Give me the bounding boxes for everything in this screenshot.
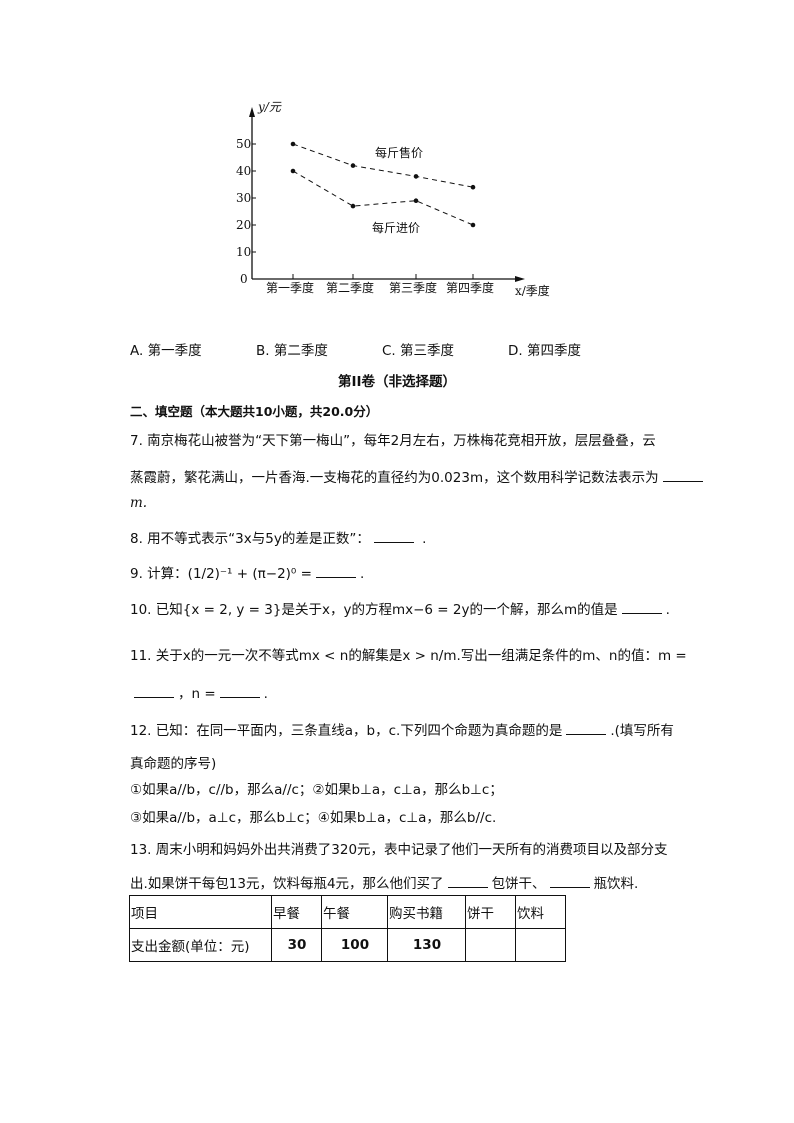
q8-text: 8. 用不等式表示“3x与5y的差是正数”：: [130, 531, 370, 547]
option-d[interactable]: D. 第四季度: [508, 343, 581, 359]
x-tick-label: 第二季度: [326, 280, 374, 295]
series-label: 每斤售价: [375, 145, 423, 160]
x-tick-label: 第三季度: [389, 280, 437, 295]
table-cell: 100: [321, 928, 388, 962]
price-line-chart: y/元 x/季度 0 10 20 30 40 50 第一季度 第二季度 第三季度 第四季度 每斤售价每斤…: [236, 100, 550, 298]
y-tick-label: 50: [236, 137, 251, 151]
answer-blank[interactable]: [549, 875, 590, 888]
option-c[interactable]: C. 第三季度: [382, 343, 455, 359]
y-axis-label: y/元: [257, 100, 282, 114]
y-tick-label: 20: [236, 218, 251, 232]
option-a[interactable]: A. 第一季度: [130, 343, 202, 359]
answer-blank[interactable]: [315, 565, 356, 578]
q7-line3: m.: [130, 495, 148, 511]
y-tick-label: 30: [236, 191, 251, 205]
q13-line1: 13. 周末小明和妈妈外出共消费了320元，表中记录了他们一天所有的消费项目以及…: [130, 842, 668, 858]
data-point: [413, 174, 419, 179]
x-axis-label: x/季度: [515, 283, 550, 298]
table-header: 午餐: [321, 895, 388, 929]
table-header: 饼干: [465, 895, 516, 929]
expense-table: 项目 早餐 午餐 购买书籍 饼干 饮料 支出金额(单位：元) 30 100 13…: [129, 895, 566, 962]
table-row: 支出金额(单位：元) 30 100 130: [129, 928, 566, 962]
q13-text-a: 出.如果饼干每包13元，饮料每瓶4元，那么他们买了: [130, 876, 444, 892]
answer-blank[interactable]: [662, 469, 703, 482]
q12-line2: 真命题的序号): [130, 756, 217, 772]
q13-text-b: 包饼干、: [491, 876, 546, 892]
table-cell: 30: [271, 928, 322, 962]
answer-blank[interactable]: [621, 601, 662, 614]
table-cell: [515, 928, 566, 962]
series-line: [292, 170, 474, 226]
data-point: [290, 141, 296, 147]
data-point: [350, 163, 356, 168]
x-tick-label: 第一季度: [266, 280, 314, 295]
data-point: [470, 222, 476, 228]
answer-blank[interactable]: [566, 722, 607, 735]
q8: 8. 用不等式表示“3x与5y的差是正数”： .: [130, 530, 427, 547]
q12-line3: ①如果a//b，c//b，那么a//c；②如果b⊥a，c⊥a，那么b⊥c；: [130, 782, 503, 798]
table-header-row: 项目 早餐 午餐 购买书籍 饼干 饮料: [129, 895, 566, 929]
y-tick-label: 40: [236, 164, 251, 178]
table-header: 饮料: [515, 895, 566, 929]
x-tick-label: 第四季度: [446, 280, 494, 295]
q13-line2: 出.如果饼干每包13元，饮料每瓶4元，那么他们买了 包饼干、 瓶饮料.: [130, 872, 638, 892]
q9: 9. 计算：(1/2)⁻¹ + (π−2)⁰ =.: [130, 565, 365, 582]
q12-text: 12. 已知：在同一平面内，三条直线a，b，c.下列四个命题为真命题的是: [130, 723, 563, 739]
data-point: [290, 168, 296, 174]
table-cell: [465, 928, 516, 962]
table-header: 项目: [129, 895, 272, 929]
q7-line2: 蒸霞蔚，繁花满山，一片香海.一支梅花的直径约为0.023m，这个数用科学记数法表…: [130, 466, 707, 486]
answer-blank-n[interactable]: [219, 685, 260, 698]
y-tick-label: 0: [240, 272, 248, 286]
option-b[interactable]: B. 第二季度: [256, 343, 328, 359]
data-point: [350, 203, 356, 209]
q12-line4: ③如果a//b，a⊥c，那么b⊥c；④如果b⊥a，c⊥a，那么b//c.: [130, 810, 497, 826]
series-line: [292, 143, 474, 188]
q11-line1: 11. 关于x的一元一次不等式mx < n的解集是x > n/m.写出一组满足条…: [130, 648, 687, 664]
data-point: [413, 198, 419, 203]
answer-blank-m[interactable]: [134, 685, 174, 698]
q11-line2: ，n =.: [130, 682, 268, 702]
y-axis-arrow: [249, 107, 255, 117]
answer-blank[interactable]: [447, 875, 488, 888]
series-label: 每斤进价: [372, 220, 420, 235]
data-point: [470, 184, 476, 190]
y-tick-label: 10: [236, 245, 251, 259]
table-cell: 130: [387, 928, 466, 962]
answer-blank[interactable]: [373, 530, 414, 543]
x-axis-arrow: [515, 276, 525, 282]
part-title: 第II卷（非选择题）: [337, 374, 457, 390]
q10: 10. 已知{x = 2, y = 3}是关于x，y的方程mx−6 = 2y的一…: [130, 601, 670, 618]
q7-text: 蒸霞蔚，繁花满山，一片香海.一支梅花的直径约为0.023m，这个数用科学记数法表…: [130, 470, 659, 486]
section-title: 二、填空题（本大题共10小题，共20.0分）: [130, 404, 379, 419]
q13-text-c: 瓶饮料.: [593, 876, 639, 892]
q12-text-b: .(填写所有: [610, 723, 674, 739]
q7-line1: 7. 南京梅花山被誉为“天下第一梅山”，每年2月左右，万株梅花竞相开放，层层叠叠…: [130, 433, 656, 449]
q9-text: 9. 计算：(1/2)⁻¹ + (π−2)⁰ =: [130, 566, 312, 582]
table-header: 购买书籍: [387, 895, 466, 929]
q10-text: 10. 已知{x = 2, y = 3}是关于x，y的方程mx−6 = 2y的一…: [130, 602, 618, 618]
table-header: 早餐: [271, 895, 322, 929]
table-cell: 支出金额(单位：元): [129, 928, 272, 962]
q12-line1: 12. 已知：在同一平面内，三条直线a，b，c.下列四个命题为真命题的是 .(填写…: [130, 719, 674, 739]
q11-text: ，n =: [178, 686, 216, 702]
